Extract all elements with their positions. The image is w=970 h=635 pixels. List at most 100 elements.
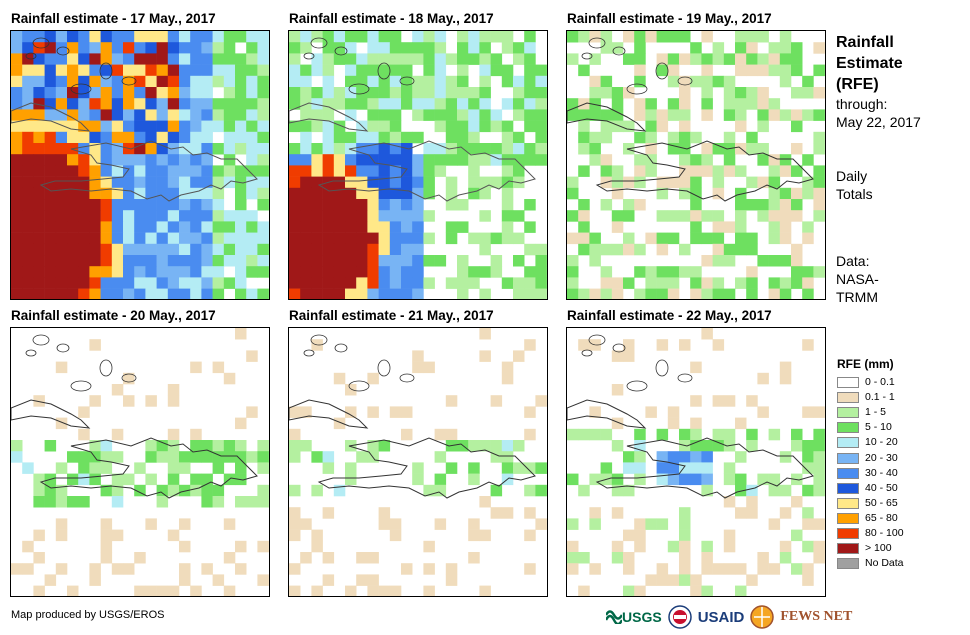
rainfall-map-19-may[interactable]	[566, 30, 826, 300]
island-outline	[121, 373, 137, 383]
rainfall-cell	[501, 187, 514, 200]
rainfall-cell	[479, 350, 491, 362]
rainfall-cell	[356, 53, 368, 65]
rainfall-cell	[367, 31, 379, 43]
rainfall-cell	[100, 31, 113, 43]
rainfall-cell	[356, 221, 368, 233]
rainfall-cell	[623, 120, 635, 133]
rainfall-cell	[468, 176, 480, 189]
rainfall-cell	[746, 266, 758, 278]
rainfall-cell	[55, 199, 68, 211]
rainfall-map-18-may[interactable]	[288, 30, 548, 300]
rainfall-cell	[735, 165, 747, 177]
rainfall-cell	[311, 585, 323, 596]
rainfall-cell	[246, 496, 258, 508]
rainfall-cell	[300, 131, 312, 144]
rainfall-cell	[735, 585, 747, 596]
rainfall-cell	[67, 473, 79, 486]
rainfall-cell	[145, 277, 157, 289]
rainfall-cell	[634, 199, 646, 211]
rainfall-cell	[412, 199, 424, 211]
rainfall-cell	[356, 98, 368, 110]
rainfall-cell	[578, 339, 590, 351]
rainfall-cell	[289, 585, 301, 596]
rainfall-map-22-may[interactable]	[566, 327, 826, 597]
rainfall-cell	[468, 473, 480, 486]
rainfall-cell	[735, 53, 747, 65]
rainfall-cell	[712, 440, 725, 452]
rainfall-cell	[434, 120, 447, 133]
rainfall-cell	[67, 288, 79, 299]
rainfall-cell	[535, 484, 547, 497]
rainfall-cell	[712, 339, 725, 351]
rainfall-cell	[190, 255, 202, 267]
rainfall-cell	[179, 288, 191, 299]
rainfall-cell	[289, 406, 301, 418]
rainfall-cell	[311, 143, 323, 155]
rainfall-cell	[412, 232, 424, 245]
rainfall-cell	[33, 87, 45, 99]
rainfall-map-21-may[interactable]	[288, 327, 548, 597]
rainfall-cell	[667, 210, 680, 222]
rainfall-cell	[445, 232, 458, 245]
rainfall-map-17-may[interactable]	[10, 30, 270, 300]
rainfall-cell	[367, 87, 379, 99]
rainfall-cell	[33, 187, 45, 200]
rainfall-cell	[333, 187, 346, 200]
rainfall-cell	[167, 109, 180, 121]
rainfall-cell	[201, 109, 213, 121]
rainfall-cell	[156, 131, 169, 144]
rainfall-cell	[367, 552, 379, 564]
rainfall-cell	[746, 87, 758, 99]
rainfall-cell	[333, 165, 346, 177]
rainfall-cell	[55, 31, 68, 43]
rainfall-cell	[55, 255, 68, 267]
rainfall-cell	[768, 428, 781, 441]
rainfall-cell	[667, 574, 680, 586]
rainfall-cell	[634, 518, 646, 530]
rainfall-cell	[11, 232, 23, 245]
rainfall-cell	[679, 473, 691, 486]
rainfall-cell	[67, 451, 79, 463]
rainfall-cell	[524, 75, 536, 88]
rainfall-cell	[156, 255, 169, 267]
rainfall-cell	[513, 131, 525, 144]
rainfall-cell	[78, 31, 90, 43]
rainfall-cell	[623, 277, 635, 289]
rainfall-cell	[111, 109, 124, 121]
rainfall-cell	[578, 143, 590, 155]
rainfall-cell	[623, 53, 635, 65]
rainfall-cell	[111, 496, 124, 508]
rainfall-cell	[679, 98, 691, 110]
rainfall-cell	[134, 75, 146, 88]
rainfall-cell	[134, 176, 146, 189]
side-title-line2: Estimate	[836, 55, 903, 72]
rainfall-cell	[634, 64, 646, 77]
rainfall-cell	[757, 372, 769, 385]
rainfall-cell	[356, 243, 368, 256]
rainfall-cell	[100, 243, 113, 256]
rainfall-cell	[257, 109, 269, 121]
rainfall-map-20-may[interactable]	[10, 327, 270, 597]
rainfall-cell	[813, 540, 825, 553]
rainfall-cell	[791, 165, 803, 177]
rainfall-cell	[378, 518, 391, 530]
rainfall-cell	[401, 232, 413, 245]
rainfall-cell	[779, 109, 792, 121]
rainfall-cell	[100, 64, 113, 77]
rainfall-cell	[723, 98, 736, 110]
rainfall-cell	[145, 255, 157, 267]
rainfall-cell	[634, 154, 646, 166]
rainfall-cell	[89, 131, 101, 144]
rainfall-cell	[690, 221, 702, 233]
rainfall-cell	[389, 585, 402, 596]
rainfall-cell	[145, 176, 157, 189]
rainfall-cell	[768, 64, 781, 77]
rainfall-cell	[44, 98, 57, 110]
rainfall-cell	[634, 165, 646, 177]
rainfall-cell	[235, 277, 247, 289]
rainfall-cell	[701, 210, 713, 222]
rainfall-cell	[246, 406, 258, 418]
rainfall-cell	[111, 165, 124, 177]
rainfall-cell	[802, 266, 814, 278]
